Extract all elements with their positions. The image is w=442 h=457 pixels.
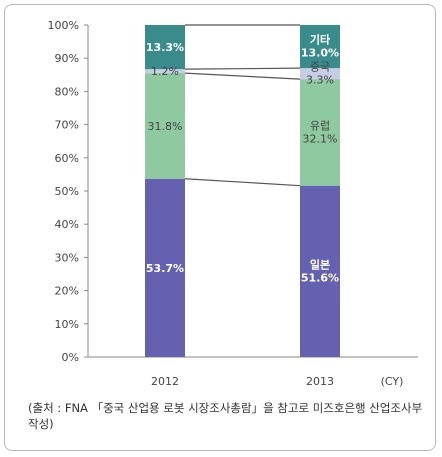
y-tick-label: 90%: [55, 52, 79, 65]
y-tick-label: 100%: [48, 19, 79, 32]
data-label: 13.3%: [146, 41, 184, 54]
connector-line: [184, 72, 301, 80]
data-label: 32.1%: [303, 132, 338, 145]
series-name-label: 중국: [310, 61, 330, 74]
x-category-label: 2012: [151, 375, 179, 388]
y-tick-label: 40%: [55, 218, 79, 231]
y-tick-label: 0%: [62, 351, 79, 364]
y-tick-label: 20%: [55, 285, 79, 298]
x-unit-label: (CY): [381, 375, 404, 388]
bar-segment: [300, 68, 340, 80]
bar-segment: [300, 25, 340, 69]
y-tick-label: 10%: [55, 318, 79, 331]
data-label: 31.8%: [148, 120, 183, 133]
source-note: (출처 : FNA 「중국 산업용 로봇 시장조사총람」을 참고로 미즈호은행 …: [28, 401, 423, 431]
series-name-label: 기타: [310, 33, 331, 47]
bar-segment: [145, 178, 185, 357]
connector-line: [184, 178, 301, 187]
connector-line: [184, 67, 301, 70]
y-tick-label: 80%: [55, 85, 79, 98]
y-tick-label: 60%: [55, 152, 79, 165]
data-label: 13.0%: [301, 47, 339, 60]
bar-segment: [145, 73, 185, 179]
series-name-label: 일본: [310, 257, 330, 271]
x-category-label: 2013: [306, 375, 334, 388]
data-label: 51.6%: [301, 271, 339, 284]
data-label: 3.3%: [306, 74, 334, 87]
y-tick-label: 30%: [55, 251, 79, 264]
bar-segment: [145, 25, 185, 70]
bar-segment: [145, 69, 185, 74]
chart-frame: [4, 4, 436, 451]
data-label: 1.2%: [151, 65, 179, 78]
y-tick-label: 50%: [55, 185, 79, 198]
data-label: 53.7%: [146, 262, 184, 275]
bar-segment: [300, 185, 340, 357]
bar-segment: [300, 79, 340, 186]
y-tick-label: 70%: [55, 119, 79, 132]
series-name-label: 유럽: [310, 118, 330, 132]
